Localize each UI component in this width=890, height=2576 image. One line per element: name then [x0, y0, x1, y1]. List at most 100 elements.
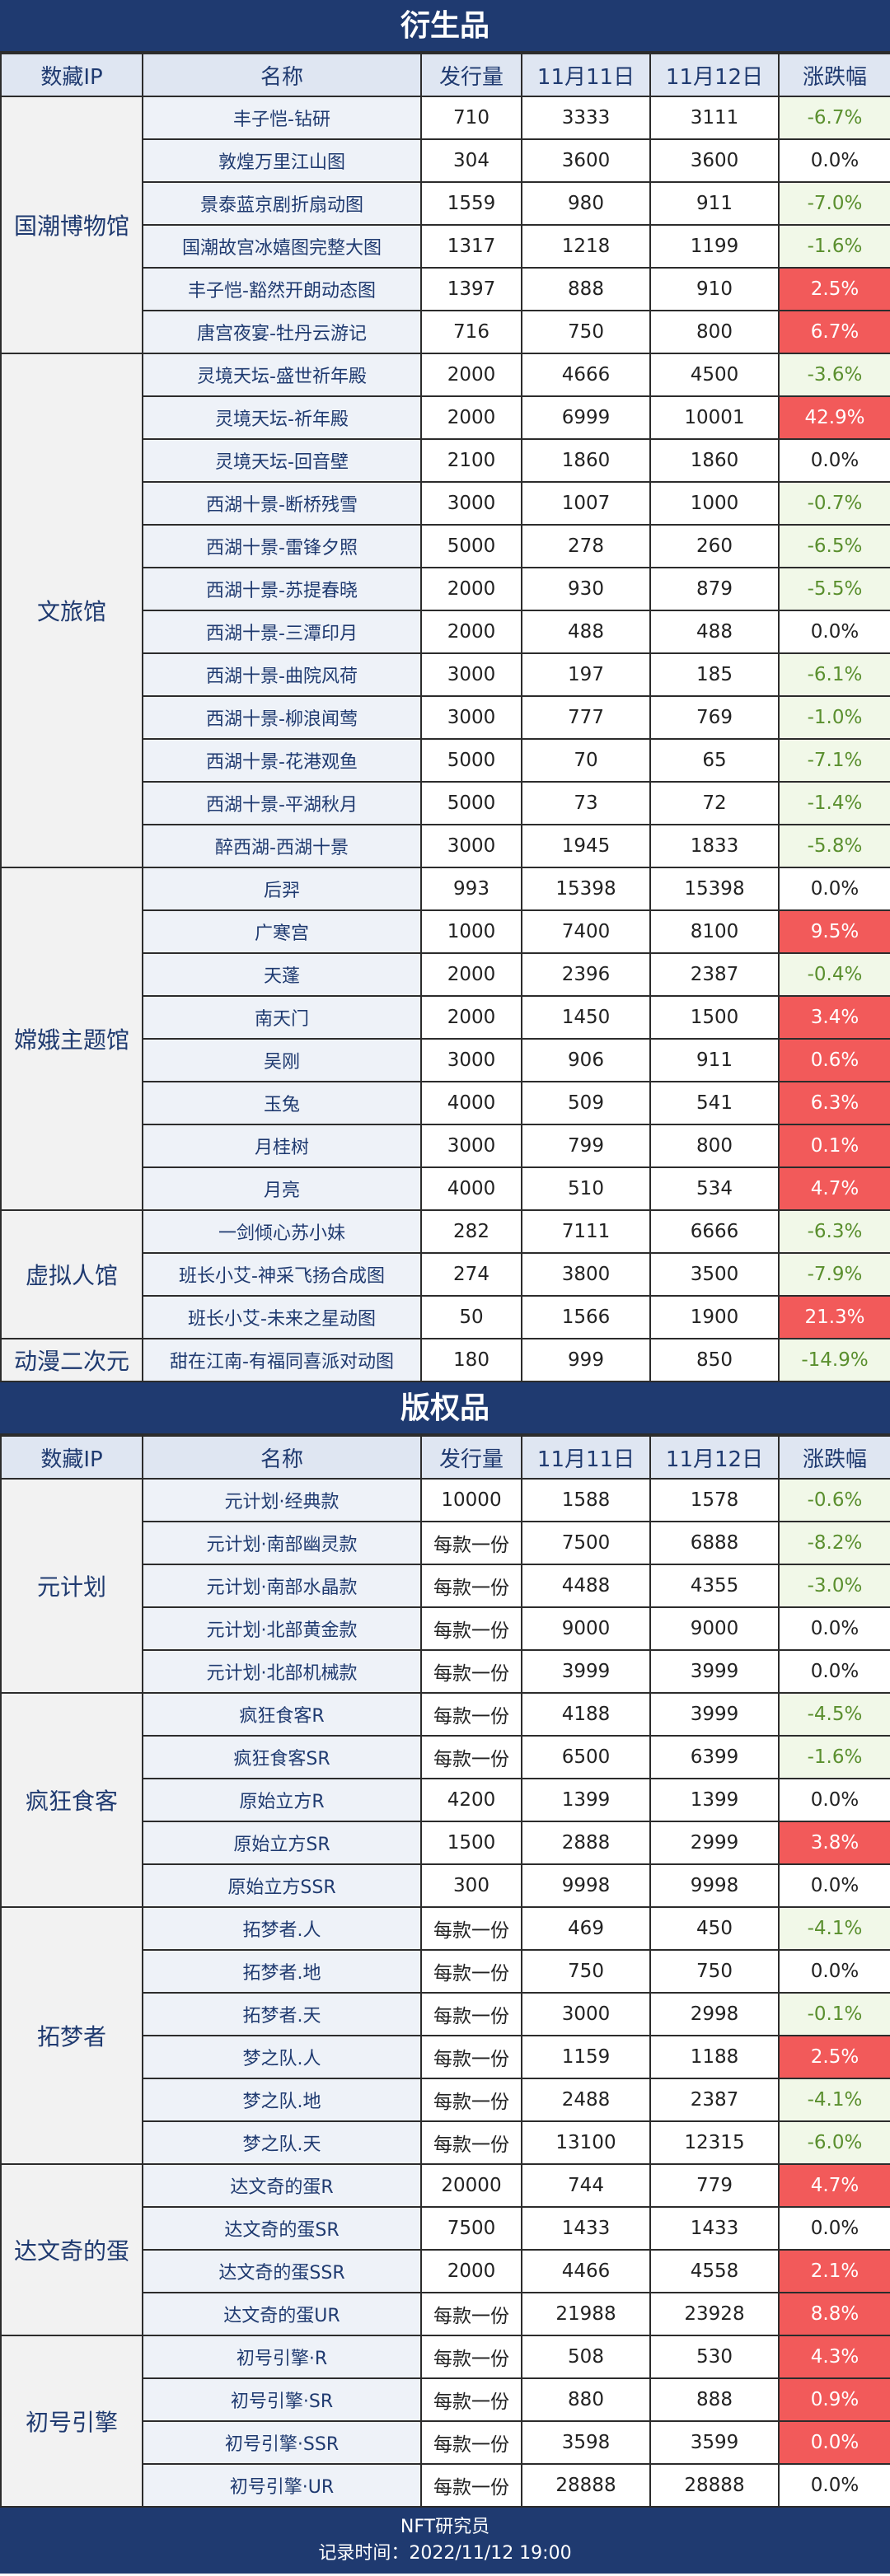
issue-cell: 3000 — [420, 652, 522, 697]
nov11-price-cell: 510 — [521, 1166, 651, 1211]
table-row: 西湖十景-曲院风荷 3000 197 185 -6.1% — [1, 652, 890, 697]
report-root: 衍生品 数藏IP 名称 发行量 11月11日 11月12日 涨跌幅 国潮博物馆 丰子恺-钻研 71… — [0, 0, 890, 2508]
change-cell: -1.0% — [778, 695, 890, 740]
nov11-price-cell: 1218 — [521, 224, 651, 269]
change-cell: 0.0% — [778, 1949, 890, 1994]
issue-cell: 每款一份 — [420, 2463, 522, 2508]
nov11-price-cell: 6999 — [521, 395, 651, 440]
nov11-price-cell: 1860 — [521, 438, 651, 483]
item-name-cell: 天蓬 — [142, 952, 422, 997]
issue-cell: 300 — [420, 1863, 522, 1908]
issue-cell: 每款一份 — [420, 2035, 522, 2079]
nov12-price-cell: 1860 — [649, 438, 780, 483]
item-name-cell: 达文奇的蛋SR — [142, 2206, 422, 2251]
nov12-price-cell: 28888 — [649, 2463, 780, 2508]
nov11-price-cell: 21988 — [521, 2292, 651, 2336]
issue-cell: 5000 — [420, 738, 522, 783]
table-row: 丰子恺-豁然开朗动态图 1397 888 910 2.5% — [1, 267, 890, 311]
nov11-price-cell: 799 — [521, 1124, 651, 1168]
table-row: 初号引擎 初号引擎·R 每款一份 508 530 4.3% — [0, 2335, 890, 2508]
nov12-price-cell: 1833 — [649, 824, 780, 868]
issue-cell: 4200 — [420, 1778, 522, 1822]
item-name-cell: 灵境天坛-回音壁 — [142, 438, 422, 483]
column-header: 名称 — [142, 53, 422, 97]
nov11-price-cell: 15398 — [521, 867, 651, 911]
ip-group-cell: 文旅馆 — [0, 353, 143, 868]
nov11-price-cell: 4466 — [521, 2249, 651, 2293]
item-name-cell: 一剑倾心苏小妹 — [142, 1209, 422, 1254]
nov11-price-cell: 1450 — [521, 995, 651, 1040]
issue-cell: 1317 — [420, 224, 522, 269]
change-cell: 9.5% — [778, 909, 890, 954]
nov11-price-cell: 1159 — [521, 2035, 651, 2079]
change-cell: 2.5% — [778, 267, 890, 311]
table-row: 南天门 2000 1450 1500 3.4% — [1, 995, 890, 1040]
nov11-price-cell: 906 — [521, 1038, 651, 1082]
nov11-price-cell: 1945 — [521, 824, 651, 868]
change-cell: 0.9% — [778, 2377, 890, 2422]
nov12-price-cell: 12315 — [649, 2120, 780, 2165]
table-row: 元计划·南部水晶款 每款一份 4488 4355 -3.0% — [1, 1564, 890, 1608]
table-row: 元计划·北部黄金款 每款一份 9000 9000 0.0% — [1, 1606, 890, 1651]
change-cell: 0.0% — [778, 1863, 890, 1908]
issue-cell: 每款一份 — [420, 1521, 522, 1565]
item-name-cell: 梦之队.地 — [142, 2078, 422, 2122]
change-cell: -1.6% — [778, 1735, 890, 1779]
price-table: 数藏IP 名称 发行量 11月11日 11月12日 涨跌幅 国潮博物馆 丰子恺-钻研 710 33… — [0, 53, 890, 1382]
issue-cell: 4000 — [420, 1081, 522, 1125]
nov12-price-cell: 72 — [649, 781, 780, 825]
nov12-price-cell: 800 — [649, 1124, 780, 1168]
nov11-price-cell: 6500 — [521, 1735, 651, 1779]
nov12-price-cell: 1578 — [649, 1478, 780, 1522]
change-cell: -7.0% — [778, 181, 890, 226]
item-name-cell: 拓梦者.天 — [142, 1992, 422, 2036]
table-row: 疯狂食客 疯狂食客R 每款一份 4188 3999 -4.5% — [0, 1692, 890, 1908]
change-cell: -6.5% — [778, 524, 890, 568]
column-header: 11月11日 — [521, 53, 651, 97]
nov12-price-cell: 911 — [649, 181, 780, 226]
nov12-price-cell: 260 — [649, 524, 780, 568]
nov11-price-cell: 9998 — [521, 1863, 651, 1908]
table-row: 原始立方SSR 300 9998 9998 0.0% — [1, 1863, 890, 1908]
item-name-cell: 达文奇的蛋UR — [142, 2292, 422, 2336]
nov11-price-cell: 4488 — [521, 1564, 651, 1608]
column-header: 11月12日 — [649, 1435, 780, 1480]
change-cell: 2.5% — [778, 2035, 890, 2079]
item-name-cell: 西湖十景-柳浪闻莺 — [142, 695, 422, 740]
nov11-price-cell: 508 — [521, 2335, 651, 2379]
ip-group-cell: 嫦娥主题馆 — [0, 867, 143, 1211]
table-row: 初号引擎·UR 每款一份 28888 28888 0.0% — [1, 2463, 890, 2508]
item-name-cell: 吴刚 — [142, 1038, 422, 1082]
nov11-price-cell: 930 — [521, 567, 651, 611]
table-row: 元计划·南部幽灵款 每款一份 7500 6888 -8.2% — [1, 1521, 890, 1565]
nov12-price-cell: 65 — [649, 738, 780, 783]
change-cell: -4.1% — [778, 2078, 890, 2122]
nov11-price-cell: 1588 — [521, 1478, 651, 1522]
change-cell: 3.8% — [778, 1821, 890, 1865]
issue-cell: 每款一份 — [420, 1992, 522, 2036]
ip-group-cell: 初号引擎 — [0, 2335, 143, 2508]
nov11-price-cell: 28888 — [521, 2463, 651, 2508]
table-row: 西湖十景-雷锋夕照 5000 278 260 -6.5% — [1, 524, 890, 568]
item-name-cell: 唐宫夜宴-牡丹云游记 — [142, 310, 422, 354]
nov11-price-cell: 980 — [521, 181, 651, 226]
item-name-cell: 国潮故宫冰嬉图完整大图 — [142, 224, 422, 269]
item-name-cell: 月亮 — [142, 1166, 422, 1211]
nov12-price-cell: 185 — [649, 652, 780, 697]
table-row: 西湖十景-平湖秋月 5000 73 72 -1.4% — [1, 781, 890, 825]
item-name-cell: 达文奇的蛋R — [142, 2163, 422, 2208]
change-cell: -0.4% — [778, 952, 890, 997]
issue-cell: 每款一份 — [420, 2120, 522, 2165]
issue-cell: 5000 — [420, 781, 522, 825]
issue-cell: 每款一份 — [420, 1564, 522, 1608]
table-row: 景泰蓝京剧折扇动图 1559 980 911 -7.0% — [1, 181, 890, 226]
table-row: 梦之队.人 每款一份 1159 1188 2.5% — [1, 2035, 890, 2079]
change-cell: 0.0% — [778, 1649, 890, 1694]
item-name-cell: 西湖十景-曲院风荷 — [142, 652, 422, 697]
change-cell: 4.7% — [778, 1166, 890, 1211]
nov11-price-cell: 2396 — [521, 952, 651, 997]
table-row: 达文奇的蛋UR 每款一份 21988 23928 8.8% — [1, 2292, 890, 2336]
change-cell: 6.7% — [778, 310, 890, 354]
change-cell: 21.3% — [778, 1295, 890, 1339]
footer: NFT研究员 记录时间：2022/11/12 19:00 — [0, 2508, 890, 2574]
